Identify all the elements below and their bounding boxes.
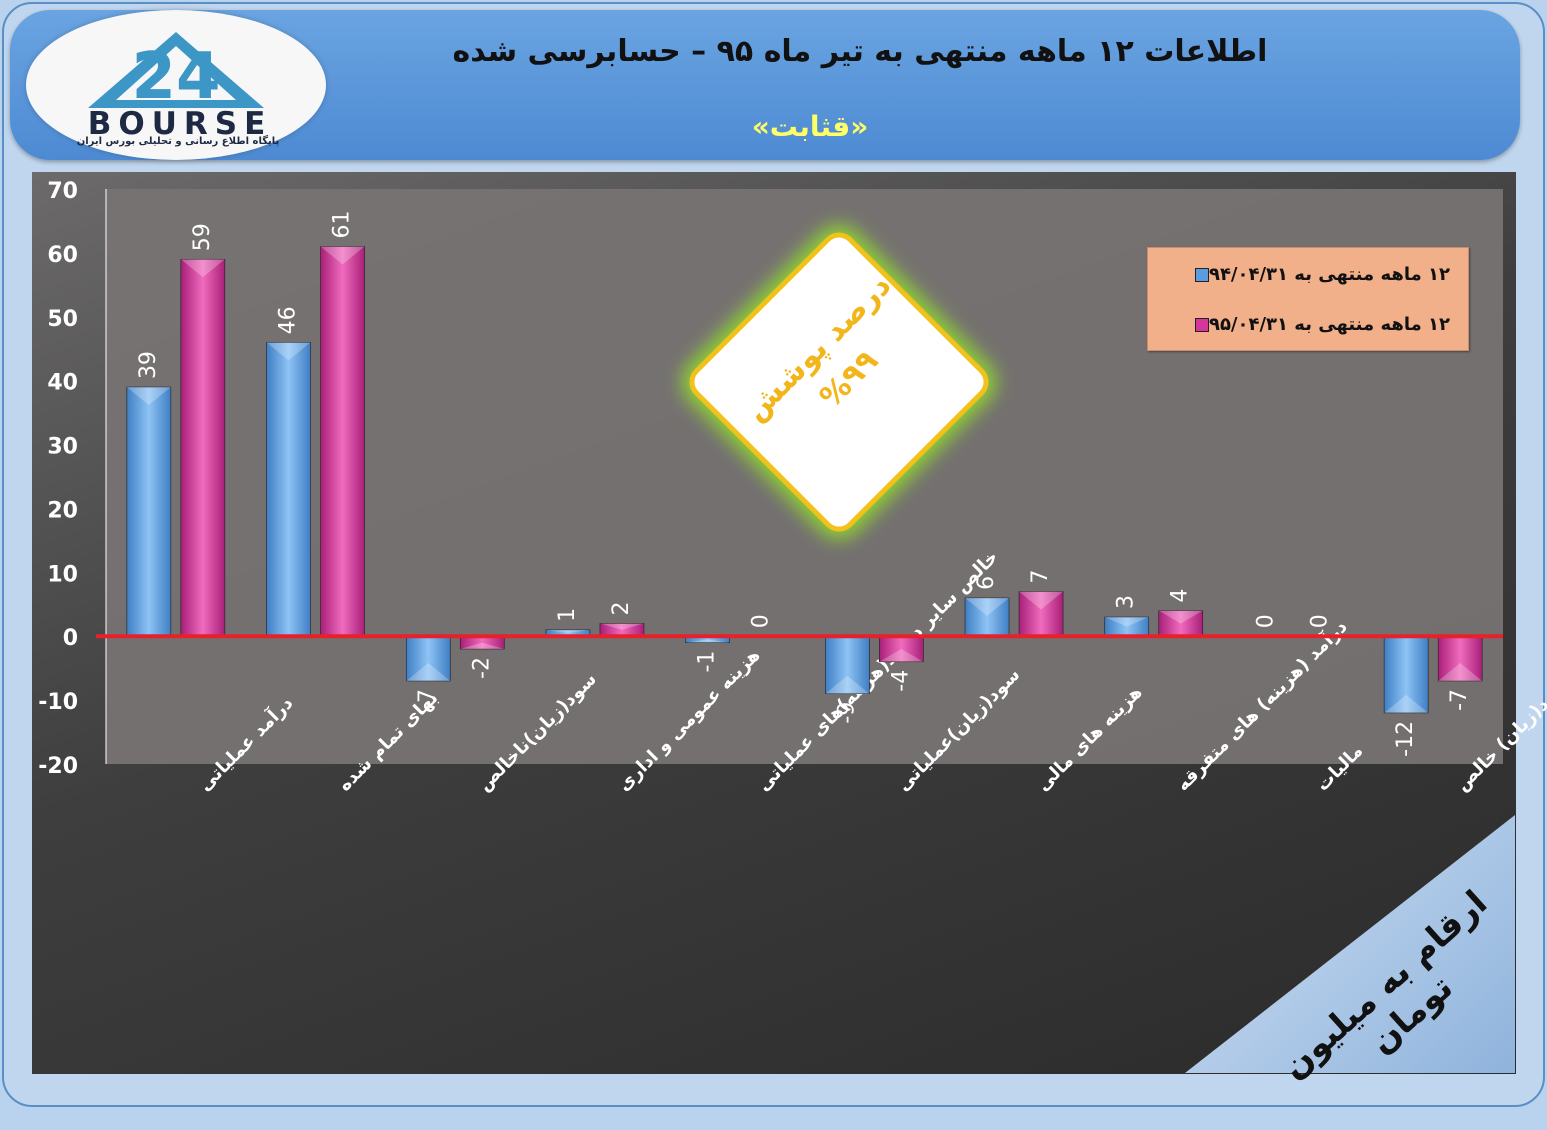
svg-text:24: 24: [131, 40, 220, 110]
data-label: 0: [1307, 614, 1332, 628]
bar-bevel: [1019, 591, 1064, 610]
bar: [1437, 635, 1483, 682]
bar-bevel: [1384, 694, 1429, 713]
logo-word: BOURSE: [87, 106, 273, 142]
data-label: 0: [1253, 614, 1278, 628]
bar-bevel: [965, 597, 1010, 616]
data-label: 59: [190, 223, 215, 251]
bar-bevel: [1158, 610, 1203, 624]
y-tick-label: 10: [47, 562, 78, 587]
legend-item-1394: ۱۲ ماهه منتهی به ۹۴/۰۴/۳۱: [1189, 264, 1450, 285]
bar: [320, 246, 365, 637]
chart-legend: ۱۲ ماهه منتهی به ۹۴/۰۴/۳۱ ۱۲ ماهه منتهی …: [1147, 247, 1469, 351]
y-tick-label: 30: [47, 435, 78, 460]
bar-bevel: [545, 629, 590, 634]
y-tick-label: 70: [47, 179, 78, 204]
bar: [1158, 610, 1204, 637]
data-label: 1: [555, 608, 580, 622]
data-label: -9: [834, 702, 859, 724]
data-label: -7: [415, 689, 440, 711]
bar: [405, 635, 451, 682]
data-label: -7: [1447, 689, 1472, 711]
page-subtitle: «قثابت»: [751, 110, 869, 143]
bar: [126, 386, 172, 637]
bar: [825, 635, 870, 695]
bar-bevel: [825, 675, 870, 694]
logo-mark-icon: 24: [88, 32, 264, 110]
data-label: 0: [749, 614, 774, 628]
bar: [879, 635, 924, 663]
data-label: 3: [1114, 595, 1139, 609]
legend-swatch-1394: [1194, 267, 1209, 282]
y-tick-label: 50: [47, 307, 78, 332]
bar-bevel: [320, 246, 365, 265]
bar-bevel: [460, 642, 505, 649]
data-label: -2: [469, 657, 494, 679]
bar-bevel: [180, 259, 225, 278]
bar-bevel: [126, 387, 171, 406]
bar: [266, 342, 311, 637]
data-label: 2: [609, 601, 634, 615]
data-label: -4: [888, 670, 913, 692]
data-label: -12: [1393, 721, 1418, 757]
y-tick-label: 0: [63, 626, 78, 651]
page-title: اطلاعات ۱۲ ماهه منتهی به تیر ماه ۹۵ – حس…: [452, 34, 1268, 69]
bar-bevel: [599, 623, 644, 630]
bar-bevel: [1438, 662, 1483, 681]
logo: 24: [26, 10, 326, 160]
data-label: 39: [136, 351, 161, 379]
bar-bevel: [1104, 617, 1149, 627]
y-tick-label: 40: [47, 371, 78, 396]
data-label: 61: [330, 211, 355, 239]
data-label: 7: [1028, 570, 1053, 584]
y-tick-label: -20: [38, 754, 78, 779]
bar-bevel: [685, 639, 730, 643]
data-label: -1: [695, 651, 720, 673]
legend-item-1395: ۱۲ ماهه منتهی به ۹۵/۰۴/۳۱: [1189, 314, 1450, 335]
legend-swatch-1395: [1194, 317, 1209, 332]
bar: [1383, 635, 1429, 714]
logo-tagline: پایگاه اطلاع رسانی و تحلیلی بورس ایران: [76, 136, 280, 147]
bar: [180, 258, 226, 637]
data-label: 6: [974, 576, 999, 590]
bar-bevel: [879, 649, 924, 662]
y-tick-label: 20: [47, 498, 78, 523]
data-label: 46: [276, 306, 301, 334]
bar-bevel: [406, 662, 451, 681]
legend-label-1394: ۱۲ ماهه منتهی به ۹۴/۰۴/۳۱: [1208, 264, 1450, 285]
data-label: 4: [1168, 589, 1193, 603]
y-tick-label: -10: [38, 690, 78, 715]
y-tick-label: 60: [47, 243, 78, 268]
bar-bevel: [266, 342, 311, 361]
legend-label-1395: ۱۲ ماهه منتهی به ۹۵/۰۴/۳۱: [1208, 314, 1450, 335]
bar: [964, 597, 1010, 637]
